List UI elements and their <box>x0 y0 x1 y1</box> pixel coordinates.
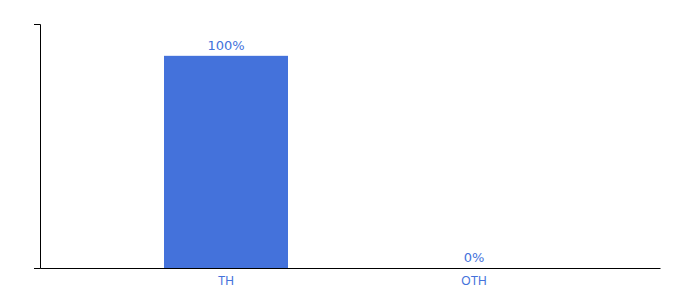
y-axis-line <box>34 25 41 269</box>
bar <box>164 56 288 268</box>
chart: TH OTH 100% 0% <box>0 0 680 300</box>
plot-area: TH OTH 100% 0% <box>34 25 661 288</box>
y-axis <box>34 25 41 269</box>
data-label: 100% <box>207 38 244 53</box>
data-labels: 100% 0% <box>207 38 484 265</box>
x-axis: TH OTH <box>41 268 661 288</box>
x-tick: TH <box>218 268 234 288</box>
data-label: 0% <box>464 250 485 265</box>
bar <box>412 268 536 269</box>
x-tick-label: TH <box>218 274 234 288</box>
x-tick-label: OTH <box>461 274 486 288</box>
x-tick: OTH <box>461 268 486 288</box>
x-axis-line <box>41 268 661 269</box>
bars <box>164 56 288 268</box>
